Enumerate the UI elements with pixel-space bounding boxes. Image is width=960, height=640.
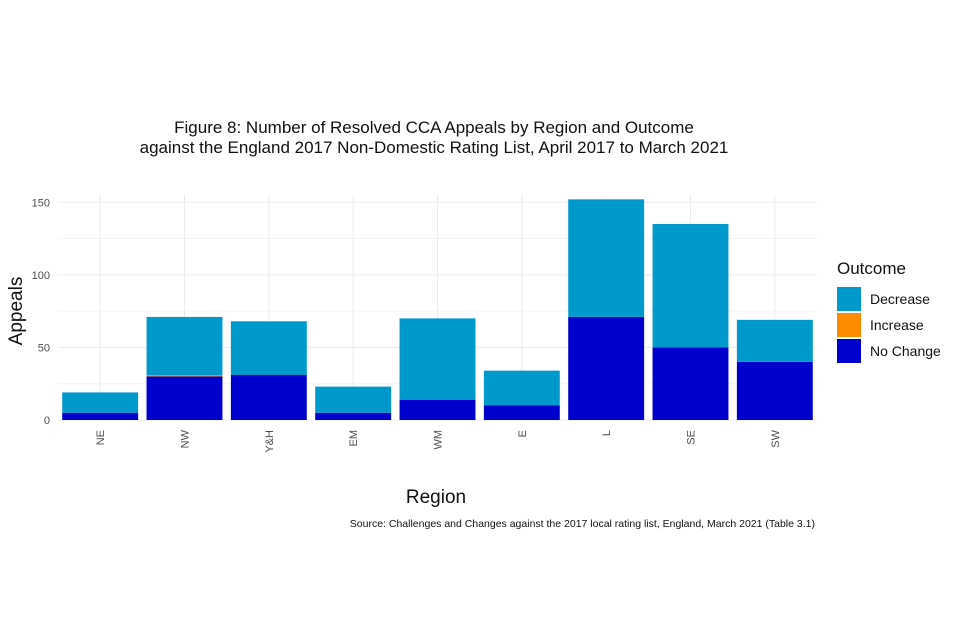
bar-no-change (483, 405, 560, 420)
bar-no-change (62, 412, 139, 420)
bar-decrease (652, 224, 729, 348)
x-tick-label: NE (95, 430, 107, 445)
legend-label: No Change (870, 343, 941, 359)
legend: Outcome Decrease Increase No Change (837, 259, 941, 363)
chart-title-line-2: against the England 2017 Non-Domestic Ra… (140, 138, 729, 157)
bar-no-change (146, 376, 223, 420)
legend-swatch (837, 313, 861, 337)
x-tick-label: SE (686, 430, 698, 445)
x-tick-label: NW (180, 429, 192, 448)
x-tick-label: EM (348, 430, 360, 447)
y-tick-label: 50 (38, 342, 50, 354)
bar-no-change (652, 347, 729, 420)
x-tick-label: SW (770, 429, 782, 447)
x-tick-label: E (517, 430, 529, 437)
bar-decrease (736, 319, 813, 362)
bar-decrease (62, 392, 139, 413)
legend-title: Outcome (837, 259, 906, 278)
bar-no-change (568, 316, 645, 420)
y-tick-label: 150 (32, 197, 50, 209)
bars (62, 199, 813, 420)
bar-decrease (399, 318, 476, 400)
legend-label: Decrease (870, 291, 930, 307)
x-axis-ticks: NE NW Y&H EM WM E L SE SW (95, 429, 782, 452)
bar-increase (146, 375, 223, 377)
y-axis-ticks: 0 50 100 150 (32, 197, 50, 427)
y-tick-label: 0 (44, 415, 50, 427)
legend-label: Increase (870, 317, 924, 333)
source-note: Source: Challenges and Changes against t… (350, 518, 815, 530)
chart-title-line-1: Figure 8: Number of Resolved CCA Appeals… (174, 118, 694, 137)
x-tick-label: L (601, 430, 613, 436)
bar-no-change (230, 375, 307, 420)
bar-decrease (230, 321, 307, 375)
bar-decrease (483, 370, 560, 406)
x-axis-title: Region (406, 487, 466, 508)
bar-no-change (399, 399, 476, 420)
legend-swatch (837, 287, 861, 311)
y-tick-label: 100 (32, 270, 50, 282)
bar-no-change (315, 412, 392, 420)
x-tick-label: Y&H (264, 430, 276, 453)
y-axis-title: Appeals (6, 277, 27, 346)
bar-decrease (315, 386, 392, 413)
x-tick-label: WM (433, 430, 445, 450)
bar-no-change (736, 361, 813, 420)
bar-decrease (146, 316, 223, 375)
legend-swatch (837, 339, 861, 363)
bar-decrease (568, 199, 645, 317)
